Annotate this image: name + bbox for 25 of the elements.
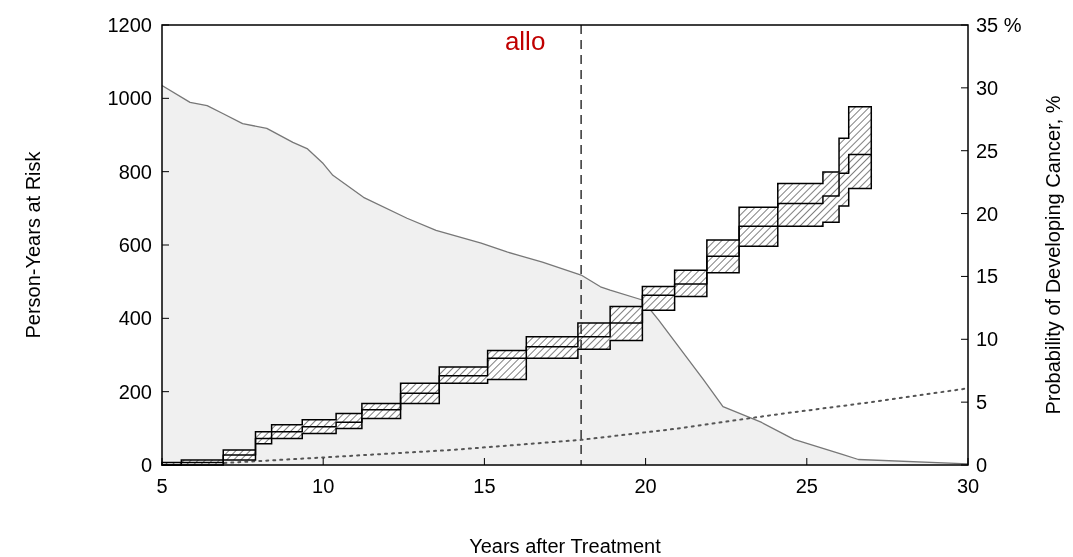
x-tick-label: 15 bbox=[473, 475, 496, 497]
y-tick-label: 0 bbox=[140, 454, 152, 476]
y2-tick-label: 5 bbox=[976, 391, 988, 414]
x-tick-label: 20 bbox=[634, 475, 657, 497]
y-axis-title: Person-Years at Risk bbox=[22, 150, 44, 339]
x-tick-label: 10 bbox=[312, 475, 335, 497]
x-tick-label: 30 bbox=[956, 475, 980, 497]
y2-tick-label: 25 bbox=[976, 139, 999, 162]
y2-tick-label: 30 bbox=[976, 76, 999, 99]
y-tick-label: 1000 bbox=[107, 87, 152, 110]
x-axis-title: Years after Treatment bbox=[469, 535, 662, 557]
ref-line-label: allo bbox=[504, 26, 546, 56]
y-tick-label: 600 bbox=[118, 234, 152, 256]
y-tick-label: 800 bbox=[118, 160, 152, 183]
x-tick-label: 25 bbox=[795, 475, 818, 497]
y-tick-label: 200 bbox=[118, 380, 152, 403]
y2-tick-label: 20 bbox=[976, 202, 999, 225]
y-tick-label: 400 bbox=[118, 307, 152, 330]
y2-axis-title: Probability of Developing Cancer, % bbox=[1042, 95, 1064, 415]
x-tick-label: 5 bbox=[156, 475, 168, 497]
y2-tick-label: 15 bbox=[976, 265, 999, 288]
y2-tick-label: 0 bbox=[976, 454, 988, 476]
y-tick-label: 1200 bbox=[107, 14, 152, 36]
y2-tick-label: 35 % bbox=[976, 14, 1022, 36]
y2-tick-label: 10 bbox=[976, 328, 999, 351]
